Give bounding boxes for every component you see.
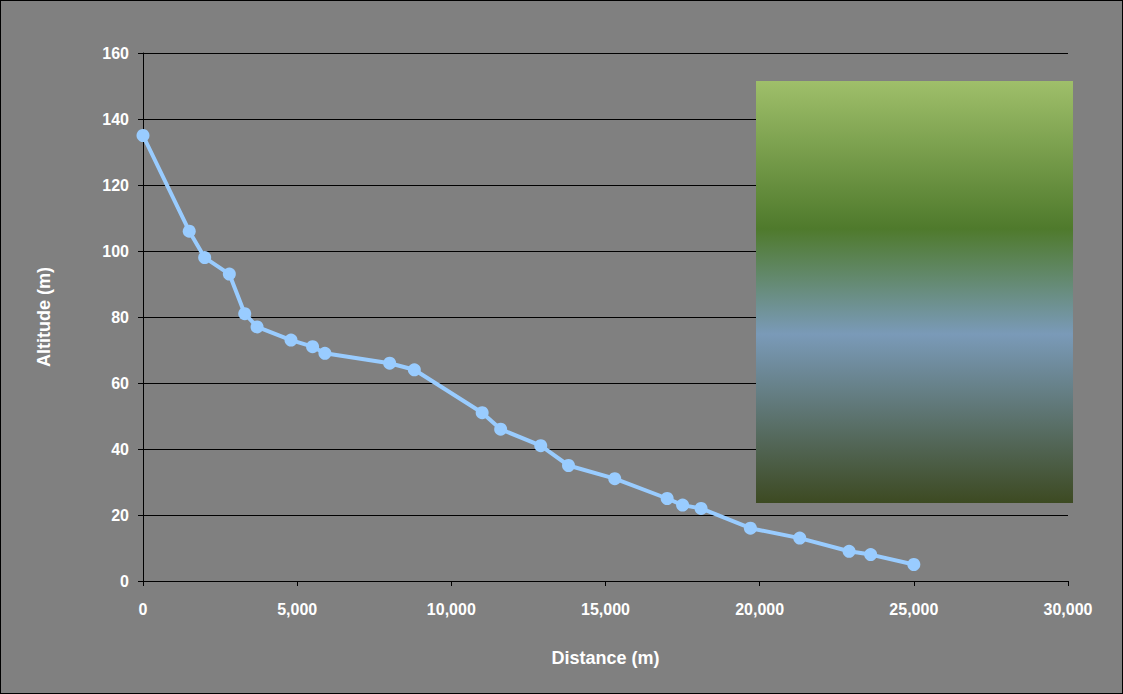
svg-text:10,000: 10,000 [427, 601, 476, 618]
svg-text:5,000: 5,000 [277, 601, 317, 618]
svg-text:120: 120 [102, 177, 129, 194]
svg-text:160: 160 [102, 45, 129, 62]
svg-text:60: 60 [111, 375, 129, 392]
svg-text:80: 80 [111, 309, 129, 326]
svg-text:40: 40 [111, 441, 129, 458]
svg-text:100: 100 [102, 243, 129, 260]
svg-text:Altitude (m): Altitude (m) [34, 267, 54, 367]
svg-text:0: 0 [139, 601, 148, 618]
svg-text:25,000: 25,000 [889, 601, 938, 618]
svg-text:20,000: 20,000 [735, 601, 784, 618]
svg-text:Distance (m): Distance (m) [551, 648, 659, 668]
svg-text:0: 0 [120, 573, 129, 590]
svg-text:15,000: 15,000 [581, 601, 630, 618]
svg-text:30,000: 30,000 [1044, 601, 1093, 618]
svg-text:140: 140 [102, 111, 129, 128]
svg-text:20: 20 [111, 507, 129, 524]
